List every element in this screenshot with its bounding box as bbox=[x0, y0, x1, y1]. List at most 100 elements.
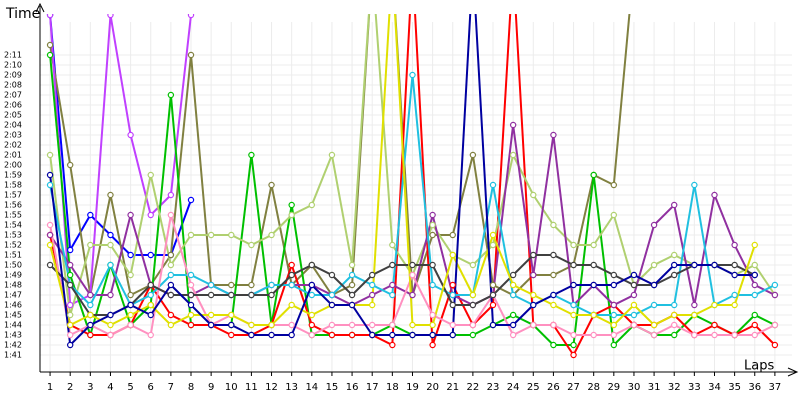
data-point bbox=[288, 321, 295, 329]
data-point bbox=[489, 301, 497, 309]
data-point bbox=[147, 311, 154, 319]
data-point bbox=[167, 211, 175, 219]
x-tick-label: 21 bbox=[446, 382, 459, 393]
data-point bbox=[489, 291, 497, 299]
data-point bbox=[429, 211, 436, 219]
data-point bbox=[570, 341, 577, 349]
data-point bbox=[67, 331, 74, 339]
data-point bbox=[369, 281, 376, 289]
data-point bbox=[630, 301, 638, 309]
data-point bbox=[389, 261, 396, 269]
data-point bbox=[590, 281, 597, 289]
data-point bbox=[449, 301, 456, 309]
data-point bbox=[147, 301, 154, 309]
data-point bbox=[530, 321, 537, 329]
data-point bbox=[127, 271, 134, 279]
x-tick-label: 9 bbox=[208, 382, 214, 393]
data-point bbox=[87, 311, 94, 319]
data-point bbox=[107, 14, 114, 19]
data-point bbox=[771, 321, 779, 329]
data-point bbox=[530, 291, 537, 299]
x-tick-label: 10 bbox=[225, 382, 238, 393]
y-tick-label: 1:51 bbox=[4, 251, 22, 260]
x-tick-label: 27 bbox=[567, 382, 580, 393]
y-tick-label: 2:02 bbox=[4, 141, 22, 150]
x-tick-label: 6 bbox=[148, 382, 154, 393]
data-point bbox=[308, 201, 316, 209]
data-point bbox=[268, 321, 275, 329]
data-point bbox=[127, 301, 134, 309]
x-tick-label: 25 bbox=[527, 382, 540, 393]
data-point bbox=[429, 281, 436, 289]
x-tick-label: 7 bbox=[168, 382, 174, 393]
data-point bbox=[429, 231, 436, 239]
data-point bbox=[268, 281, 275, 289]
x-tick-label: 18 bbox=[386, 382, 399, 393]
x-axis-title: Laps bbox=[744, 359, 774, 374]
data-point bbox=[147, 291, 154, 299]
data-point bbox=[389, 291, 396, 299]
data-point bbox=[630, 311, 638, 319]
data-point bbox=[288, 301, 295, 309]
data-point bbox=[46, 221, 54, 229]
data-point bbox=[610, 311, 618, 319]
data-point bbox=[469, 301, 477, 309]
data-point bbox=[207, 281, 215, 289]
data-point bbox=[187, 301, 195, 309]
data-point bbox=[429, 321, 436, 329]
data-point bbox=[389, 281, 396, 289]
data-point bbox=[751, 321, 758, 329]
x-tick-label: 26 bbox=[547, 382, 560, 393]
data-point bbox=[449, 331, 456, 339]
data-point bbox=[530, 271, 537, 279]
x-tick-label: 34 bbox=[708, 382, 721, 393]
data-point bbox=[308, 311, 316, 319]
y-tick-label: 1:41 bbox=[4, 351, 22, 360]
x-tick-label: 8 bbox=[188, 382, 194, 393]
data-point bbox=[449, 281, 456, 289]
data-point bbox=[328, 291, 336, 299]
data-point bbox=[288, 281, 295, 289]
data-point bbox=[348, 271, 356, 279]
data-point bbox=[207, 321, 215, 329]
data-point bbox=[630, 291, 638, 299]
data-point bbox=[308, 331, 316, 339]
data-point bbox=[610, 341, 618, 349]
data-point bbox=[751, 291, 758, 299]
data-point bbox=[509, 121, 517, 129]
data-point bbox=[550, 301, 557, 309]
data-point bbox=[429, 341, 436, 349]
data-point bbox=[107, 321, 114, 329]
x-tick-label: 13 bbox=[285, 382, 298, 393]
data-point bbox=[691, 311, 698, 319]
data-point bbox=[530, 251, 537, 259]
data-point bbox=[771, 291, 779, 299]
data-point bbox=[590, 241, 597, 249]
data-point bbox=[711, 321, 718, 329]
y-tick-label: 2:07 bbox=[4, 91, 22, 100]
series-line bbox=[49, 14, 631, 297]
data-point bbox=[610, 281, 618, 289]
data-point bbox=[288, 201, 295, 209]
data-point bbox=[67, 246, 74, 254]
data-point bbox=[751, 311, 758, 319]
data-point bbox=[46, 171, 54, 179]
data-point bbox=[46, 241, 54, 249]
x-tick-label: 33 bbox=[688, 382, 701, 393]
x-tick-label: 16 bbox=[346, 382, 359, 393]
data-point bbox=[187, 196, 195, 204]
data-point bbox=[449, 251, 456, 259]
data-point bbox=[509, 331, 517, 339]
data-point bbox=[147, 211, 154, 219]
y-tick-label: 1:50 bbox=[4, 261, 22, 270]
data-point bbox=[187, 311, 195, 319]
data-point bbox=[610, 301, 618, 309]
data-point bbox=[550, 291, 557, 299]
series-line bbox=[49, 254, 756, 316]
x-tick-label: 4 bbox=[107, 382, 113, 393]
y-tick-label: 1:43 bbox=[4, 331, 22, 340]
y-tick-label: 1:59 bbox=[4, 171, 22, 180]
data-point bbox=[509, 311, 517, 319]
data-point bbox=[228, 231, 235, 239]
data-point bbox=[308, 261, 316, 269]
